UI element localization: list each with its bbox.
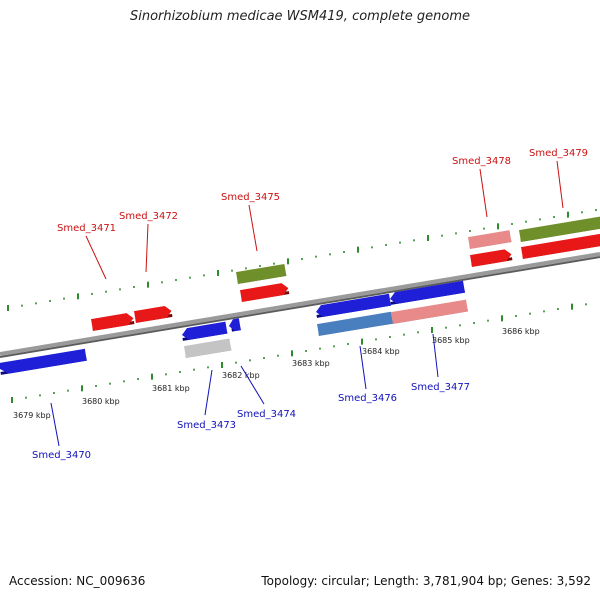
leader-line bbox=[85, 235, 107, 280]
feature-smed-3472[interactable] bbox=[134, 305, 173, 323]
feature-smed-3479-rna[interactable] bbox=[519, 216, 600, 242]
gene-arrow bbox=[317, 311, 393, 336]
feature-smed-3475-rna[interactable] bbox=[236, 264, 287, 284]
scale-label: 3679 kbp bbox=[13, 411, 51, 420]
gene-label-smed-3472[interactable]: Smed_3472 bbox=[119, 211, 178, 222]
gene-arrow bbox=[390, 280, 465, 304]
gene-label-smed-3475[interactable]: Smed_3475 bbox=[221, 192, 280, 203]
gene-arrow bbox=[134, 305, 172, 323]
leader-line bbox=[556, 160, 564, 209]
gene-arrow bbox=[229, 318, 241, 332]
gene-label-smed-3479[interactable]: Smed_3479 bbox=[529, 148, 588, 159]
feature-smed-3479[interactable] bbox=[521, 233, 600, 259]
accession-label: Accession: NC_009636 bbox=[9, 574, 146, 588]
gene-label-smed-3477[interactable]: Smed_3477 bbox=[411, 382, 470, 393]
leader-line bbox=[359, 345, 367, 390]
feature-smed-3473-cds[interactable] bbox=[181, 321, 228, 341]
feature-smed-3475[interactable] bbox=[240, 282, 290, 302]
gene-label-smed-3478[interactable]: Smed_3478 bbox=[452, 156, 511, 167]
feature-smed-3476[interactable] bbox=[315, 293, 391, 318]
gene-arrow bbox=[316, 293, 391, 317]
feature-smed-3477[interactable] bbox=[389, 280, 465, 305]
gene-arrow bbox=[240, 283, 289, 302]
gene-arrow bbox=[236, 264, 287, 284]
feature-smed-3474[interactable] bbox=[228, 318, 241, 332]
gene-arrow bbox=[91, 313, 134, 331]
genome-axis bbox=[0, 252, 600, 356]
gene-label-smed-3471[interactable]: Smed_3471 bbox=[57, 223, 116, 234]
gene-arrow bbox=[521, 233, 600, 259]
genome-stats-label: Topology: circular; Length: 3,781,904 bp… bbox=[261, 574, 591, 588]
scale-label: 3684 kbp bbox=[362, 347, 400, 356]
feature-smed-3470[interactable] bbox=[0, 348, 87, 375]
feature-smed-3478-light[interactable] bbox=[468, 230, 512, 249]
gene-arrow bbox=[184, 338, 232, 358]
gene-arrow bbox=[391, 299, 468, 324]
genome-axis-shadow bbox=[0, 256, 600, 358]
tick-track-forward bbox=[7, 209, 597, 311]
scale-label: 3686 kbp bbox=[502, 327, 540, 336]
leader-line bbox=[240, 365, 265, 405]
gene-label-smed-3474[interactable]: Smed_3474 bbox=[237, 409, 296, 420]
scale-label: 3683 kbp bbox=[292, 359, 330, 368]
leader-line bbox=[145, 223, 149, 273]
gene-label-smed-3470[interactable]: Smed_3470 bbox=[32, 450, 91, 461]
tick-track-reverse bbox=[11, 303, 587, 403]
gene-arrow bbox=[0, 348, 87, 374]
feature-smed-3473[interactable] bbox=[184, 338, 232, 358]
gene-arrow bbox=[519, 216, 600, 242]
gene-arrow bbox=[182, 321, 228, 340]
leader-line bbox=[248, 204, 258, 252]
scale-label: 3680 kbp bbox=[82, 397, 120, 406]
scale-label: 3685 kbp bbox=[432, 336, 470, 345]
gene-label-smed-3476[interactable]: Smed_3476 bbox=[338, 393, 397, 404]
genome-title: Sinorhizobium medicae WSM419, complete g… bbox=[129, 9, 471, 24]
gene-label-smed-3473[interactable]: Smed_3473 bbox=[177, 420, 236, 431]
leader-line bbox=[204, 369, 213, 416]
leader-line bbox=[432, 333, 439, 378]
feature-smed-3477-light[interactable] bbox=[391, 299, 468, 324]
leader-line bbox=[50, 402, 60, 447]
gene-arrow bbox=[468, 230, 512, 249]
feature-smed-3471[interactable] bbox=[91, 312, 135, 331]
feature-smed-3478[interactable] bbox=[470, 248, 513, 267]
scale-label: 3681 kbp bbox=[152, 384, 190, 393]
leader-line bbox=[479, 168, 488, 218]
gene-arrow bbox=[470, 249, 512, 267]
feature-smed-3476-steel[interactable] bbox=[317, 311, 393, 336]
scale-label: 3682 kbp bbox=[222, 371, 260, 380]
